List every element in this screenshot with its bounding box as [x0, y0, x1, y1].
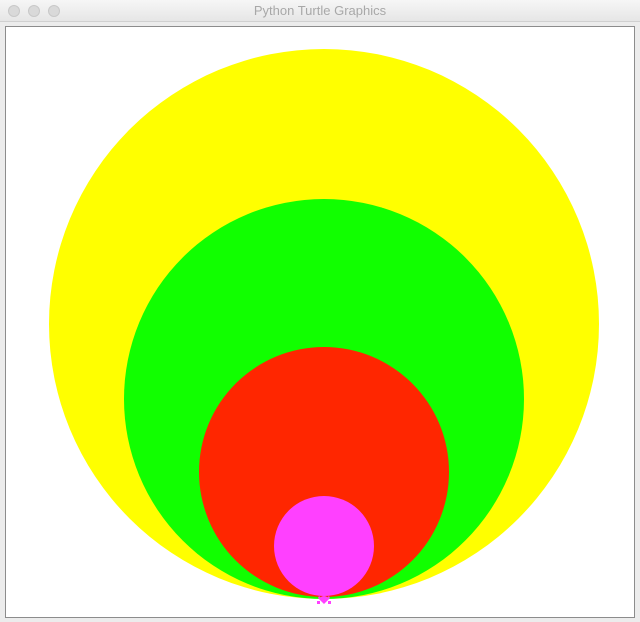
window-title: Python Turtle Graphics — [253, 3, 387, 18]
magenta-circle — [274, 496, 374, 596]
turtle-cursor — [317, 596, 331, 604]
red-circle — [199, 347, 449, 597]
close-button[interactable] — [8, 5, 20, 17]
minimize-button[interactable] — [28, 5, 40, 17]
drawing-canvas — [49, 49, 599, 604]
title-bar[interactable]: Python Turtle Graphics — [0, 0, 640, 22]
turtle-canvas[interactable] — [5, 26, 635, 618]
zoom-button[interactable] — [48, 5, 60, 17]
